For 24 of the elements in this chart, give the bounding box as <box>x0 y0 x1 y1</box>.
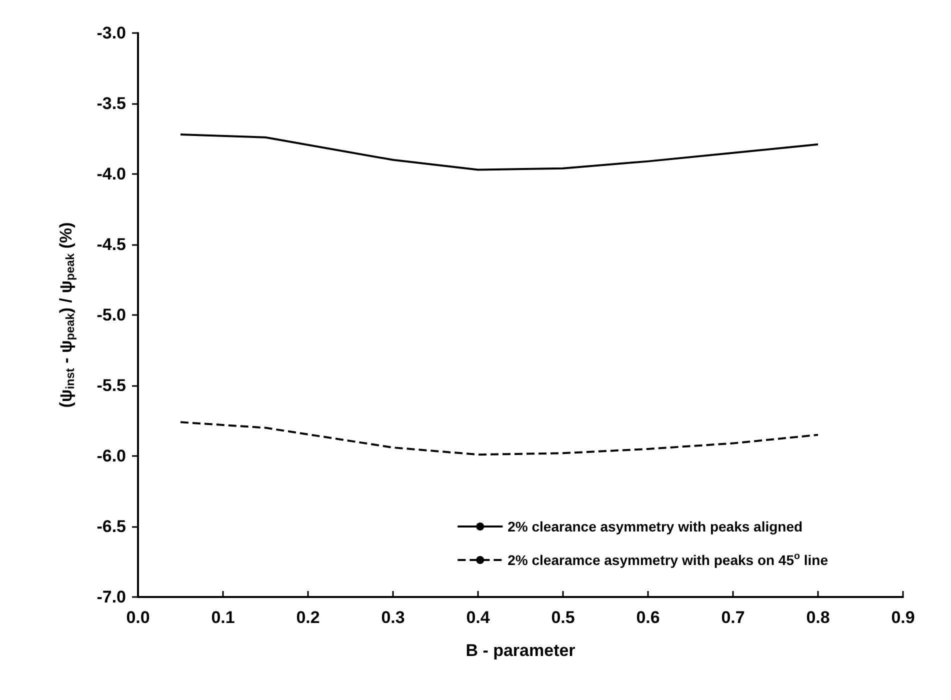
y-tick-label: -5.5 <box>96 376 126 395</box>
y-tick-label: -4.5 <box>96 235 126 254</box>
x-tick-label: 0.3 <box>381 608 405 627</box>
x-tick-label: 0.1 <box>211 608 235 627</box>
x-tick-label: 0.5 <box>551 608 575 627</box>
y-tick-label: -7.0 <box>96 588 126 606</box>
x-tick-label: 0.9 <box>891 608 915 627</box>
y-tick-label: -6.5 <box>96 517 126 536</box>
y-tick-label: -4.0 <box>96 164 126 184</box>
y-tick-label: -5.0 <box>96 306 126 324</box>
y-tick-label: -3.0 <box>96 24 126 42</box>
x-tick-label: 0.0 <box>126 608 150 627</box>
x-tick-label: 0.8 <box>806 608 830 627</box>
y-tick-label: -6.0 <box>96 446 126 466</box>
y-tick-label: -3.5 <box>96 94 126 113</box>
x-tick-label: 0.4 <box>466 608 490 627</box>
legend-label: 2% clearance asymmetry with peaks aligned <box>508 518 803 534</box>
line-series <box>180 421 819 456</box>
x-tick-label: 0.7 <box>721 608 745 627</box>
x-tick-label: 0.6 <box>636 608 660 627</box>
line-series <box>180 134 819 171</box>
y-axis-title: (ψinst - ψpeak) / ψpeak (%) <box>56 222 77 408</box>
x-tick-label: 0.2 <box>296 608 320 627</box>
x-axis-title: B - parameter <box>466 641 576 660</box>
